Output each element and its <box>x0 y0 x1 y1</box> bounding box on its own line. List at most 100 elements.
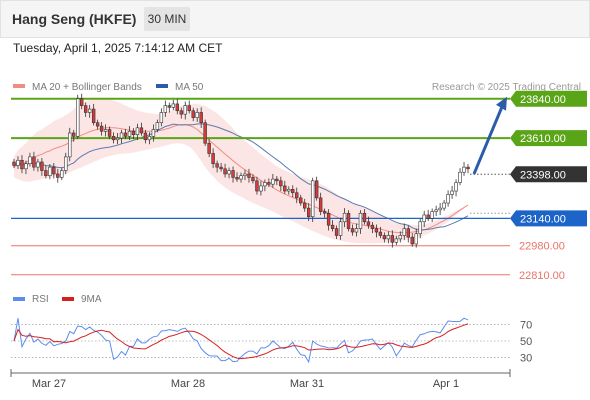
candle <box>466 166 470 170</box>
candle <box>131 130 136 135</box>
legend-label: RSI <box>32 294 49 305</box>
timeframe-button[interactable]: 30 MIN <box>144 7 190 31</box>
candle <box>303 202 307 209</box>
candle <box>322 211 327 214</box>
last-price-tag <box>510 166 587 183</box>
candle <box>199 112 203 124</box>
candle <box>239 175 243 180</box>
legend-label: MA 50 <box>175 82 204 93</box>
bollinger-band <box>14 98 468 244</box>
legend-swatch <box>156 84 168 88</box>
candle <box>111 136 116 141</box>
datetime-label: Tuesday, April 1, 2025 7:14:12 AM CET <box>13 41 223 55</box>
candle <box>207 142 211 154</box>
candle <box>450 190 454 195</box>
candle <box>338 221 343 236</box>
candle <box>438 207 442 211</box>
candle <box>307 207 311 217</box>
candle <box>366 221 371 226</box>
candle <box>52 166 56 175</box>
candle <box>44 170 48 176</box>
level-label: 22980.00 <box>519 241 565 253</box>
rsi-tick-label: 70 <box>520 319 532 331</box>
candle <box>115 137 120 141</box>
candle <box>358 212 363 229</box>
candle <box>187 105 191 112</box>
candle <box>127 130 132 137</box>
candle <box>139 127 144 134</box>
candle <box>195 112 199 118</box>
candle <box>267 182 271 185</box>
legend-swatch <box>13 297 25 301</box>
level-tag <box>510 210 587 227</box>
level-label: 23840.00 <box>520 94 566 106</box>
candle <box>374 228 379 233</box>
candle <box>430 211 434 219</box>
candle <box>370 224 375 229</box>
candle <box>95 122 100 127</box>
candle <box>163 105 168 113</box>
ma50-line <box>13 123 469 231</box>
candle <box>171 103 175 108</box>
candle <box>334 228 339 236</box>
candle <box>414 233 418 245</box>
candle <box>80 98 84 106</box>
candle <box>12 161 16 166</box>
candle <box>434 209 438 212</box>
instrument-title: Hang Seng (HKFE) <box>12 11 137 27</box>
candle <box>275 178 279 182</box>
candle <box>99 125 104 132</box>
forecast-arrow <box>472 106 504 175</box>
candle <box>251 177 255 182</box>
candle <box>354 228 359 233</box>
candle <box>283 185 287 192</box>
rsi-tick-label: 30 <box>520 353 532 365</box>
candle <box>394 238 399 243</box>
forecast-arrow-head <box>496 96 507 111</box>
candle <box>310 180 315 217</box>
candle <box>28 156 32 165</box>
candle <box>442 202 446 209</box>
candle <box>48 166 52 176</box>
copyright-label: Research © 2025 Trading Central <box>432 82 581 93</box>
candle <box>382 235 387 240</box>
level-label: 23610.00 <box>520 133 566 145</box>
candle <box>123 132 128 137</box>
candle <box>271 178 275 185</box>
candle <box>231 170 235 178</box>
header-bar: Hang Seng (HKFE) 30 MIN <box>0 0 590 38</box>
candle <box>326 212 331 226</box>
candle <box>314 180 319 199</box>
candle <box>295 192 299 199</box>
level-tag <box>510 130 587 147</box>
candle <box>36 161 40 168</box>
rsi-line <box>13 317 469 364</box>
candle <box>179 110 183 115</box>
candle <box>235 177 239 180</box>
candle <box>56 173 60 178</box>
candle <box>159 112 164 124</box>
legend-label: 9MA <box>81 294 102 305</box>
candle <box>330 224 335 229</box>
candle <box>243 173 247 176</box>
legend-swatch <box>62 297 74 301</box>
legend-swatch <box>13 84 25 88</box>
candle <box>223 168 227 175</box>
candle <box>426 214 430 219</box>
candle <box>16 159 20 166</box>
candle <box>119 132 124 139</box>
candle <box>151 129 156 137</box>
candle <box>40 161 44 171</box>
candle <box>103 129 108 132</box>
candle <box>60 170 64 178</box>
candle <box>32 156 36 168</box>
x-tick-label: Mar 31 <box>290 378 324 390</box>
level-label: 22810.00 <box>519 270 565 282</box>
candle <box>279 180 283 187</box>
candle <box>167 105 172 108</box>
candle <box>219 166 223 170</box>
candle <box>418 221 422 235</box>
candle <box>147 136 152 141</box>
candle <box>72 132 76 137</box>
candle <box>20 159 24 170</box>
